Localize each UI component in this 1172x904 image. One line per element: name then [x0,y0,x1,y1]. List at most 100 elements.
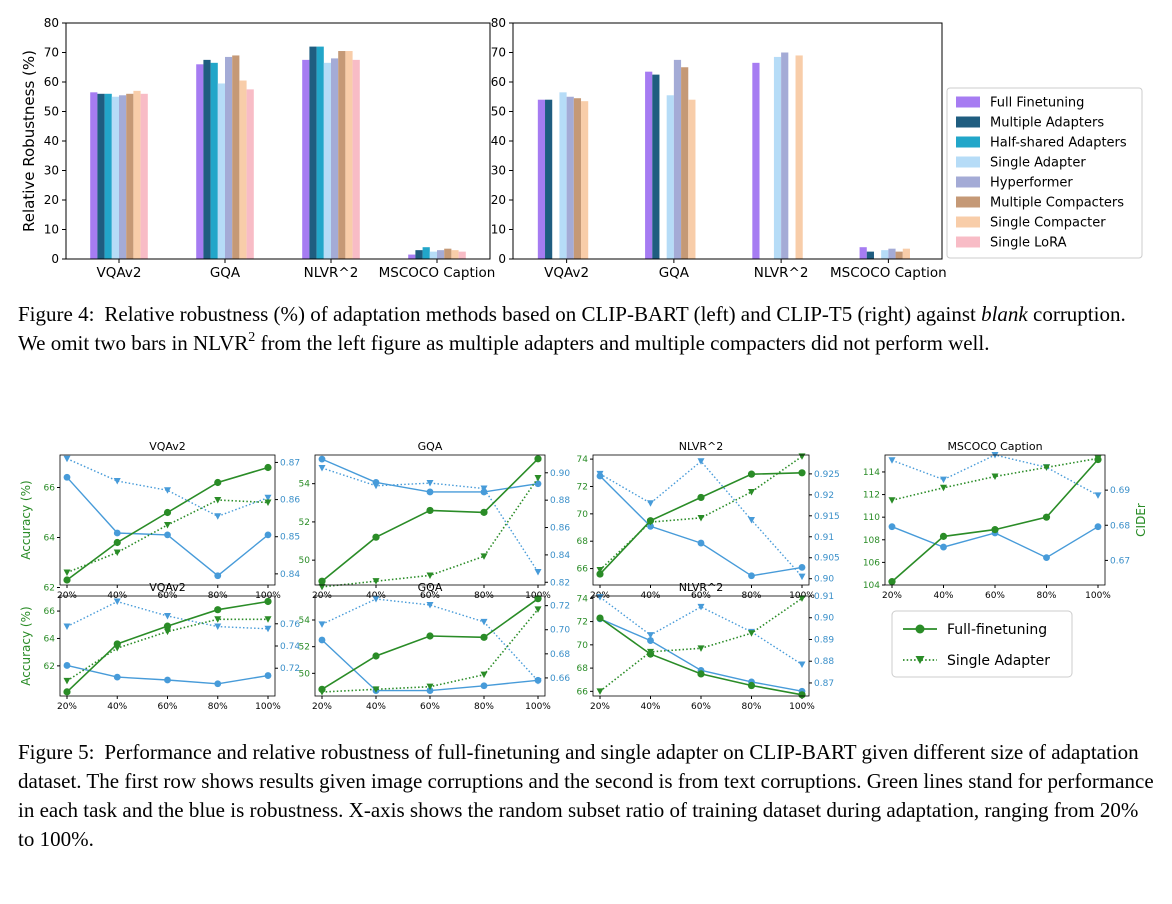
performance-full-point [534,595,542,603]
performance-single-point [1094,455,1102,462]
left-tick-label: 112 [863,491,880,501]
legend-entry: Full-finetuning [947,622,1047,638]
performance-full-point [697,670,705,678]
robustness-single-point [748,517,755,524]
bar [795,55,803,260]
x-tick-label: 40% [107,702,127,712]
x-tick-label: MSCOCO Caption [379,265,496,281]
legend-swatch [956,136,980,148]
y-tick-label: 50 [491,105,506,119]
robustness-full-point [426,687,434,694]
performance-full-point [480,633,488,641]
robustness-single-point [888,457,896,464]
right-tick-label: 0.82 [550,578,570,588]
performance-full-point [697,493,705,502]
chart-title: VQAv2 [149,440,186,453]
bar [673,59,682,259]
right-tick-label: 0.92 [814,491,834,501]
left-tick-label: 114 [863,468,880,478]
caption-text-3: from the left figure as multiple adapter… [255,331,990,355]
bar [645,71,653,259]
robustness-single-point [63,623,71,631]
robustness-single-line [599,460,803,578]
right-tick-label: 0.88 [550,496,570,506]
bar [652,74,660,259]
robustness-single-point [318,621,326,628]
y-tick-label: 20 [44,193,59,207]
performance-single-point [991,473,999,480]
robustness-single-point [534,569,542,576]
performance-single-point [63,569,71,576]
robustness-single-point [426,480,434,487]
performance-single-line [599,455,803,571]
performance-single-point [697,645,705,652]
robustness-full-point [798,563,806,571]
legend-frame [946,87,1143,259]
bar [210,62,218,260]
right-tick-label: 0.90 [550,469,570,479]
performance-full-point [163,622,172,630]
bar [323,62,331,260]
performance-full-point [318,577,326,585]
performance-single-point [372,578,380,585]
robustness-single-point [798,661,806,668]
bar [773,56,782,259]
robustness-full-point [63,662,71,669]
x-tick-label: 20% [590,702,610,712]
robustness-single-point [798,573,806,581]
bar [331,58,339,260]
y-tick-label: 30 [491,164,506,178]
performance-full-point [596,614,604,622]
robustness-full-point [748,572,755,580]
chart-title: MSCOCO Caption [947,440,1042,453]
left-tick-label: 68 [577,664,589,674]
performance-full-point [939,532,948,540]
right-tick-label: 0.66 [550,674,570,684]
bar [133,90,141,259]
robustness-single-point [1094,492,1102,499]
robustness-full-point [647,522,654,530]
performance-single-point [214,497,222,504]
bar [437,250,445,259]
fig4-legend: Full Finetuning Multiple Adapters Half-sha… [946,87,1143,259]
robustness-full-point [164,676,171,684]
right-tick-label: 0.72 [550,602,570,612]
robustness-single-point [318,465,326,472]
x-tick-label: 40% [933,591,953,601]
robustness-full-line [321,458,539,493]
bar [444,248,452,259]
figure-5-caption: Figure 5: Performance and relative robust… [18,738,1158,854]
legend-swatch [956,116,980,128]
robustness-full-point [426,488,434,496]
robustness-single-point [940,476,947,484]
robustness-single-point [596,470,604,478]
y-tick-label: 60 [491,75,506,89]
left-tick-label: 64 [44,634,56,644]
y-tick-label: 10 [44,223,59,237]
performance-single-point [798,453,806,460]
bar [681,67,689,259]
y-tick-label: 30 [44,164,59,178]
legend-entry: Single LoRA [990,236,1067,251]
right-tick-label: 0.925 [814,470,840,480]
performance-single-point [264,616,272,623]
performance-full-point [534,455,542,463]
legend-swatch [956,236,980,248]
left-tick-label: 52 [299,643,310,653]
x-tick-label: 100% [255,702,281,712]
chart-title: NLVR^2 [679,440,724,453]
legend-entry: Single Adapter [947,653,1050,669]
robustness-full-point [647,637,654,644]
left-tick-label: 66 [577,565,589,575]
left-tick-label: 52 [299,518,310,528]
x-tick-label: GQA [659,265,690,281]
robustness-full-point [264,531,272,539]
performance-full-point [798,691,806,699]
bar [352,59,360,259]
legend-swatch [956,156,980,168]
plot-frame [512,22,943,260]
chart-title: VQAv2 [149,581,186,594]
left-tick-label: 64 [44,534,56,544]
x-tick-label: 60% [157,702,177,712]
performance-full-point [426,632,434,640]
